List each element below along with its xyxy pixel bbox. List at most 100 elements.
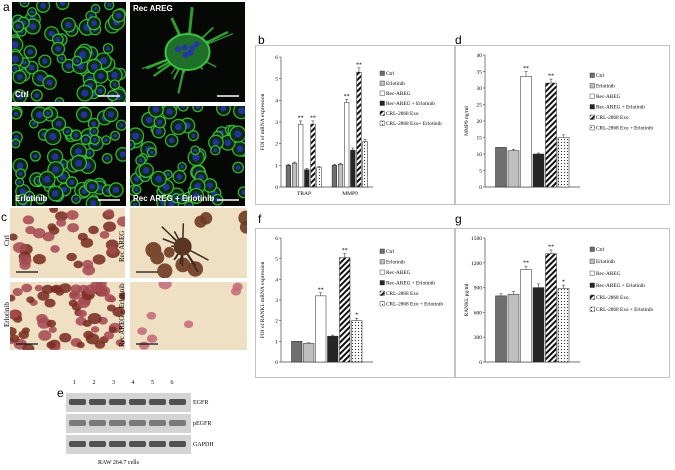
blot-band xyxy=(69,399,86,405)
lane-number: 4 xyxy=(132,380,135,386)
panel-letter-a: a xyxy=(3,0,10,14)
blot-band xyxy=(169,441,186,447)
legend-swatch xyxy=(380,291,385,296)
y-tick-label: 0 xyxy=(275,185,278,191)
y-tick-label: 5 xyxy=(275,257,278,263)
legend-swatch xyxy=(380,249,385,254)
lane-number: 6 xyxy=(171,380,174,386)
legend-swatch xyxy=(590,259,595,264)
panel-letter-g: g xyxy=(455,212,462,226)
significance-marker: ** xyxy=(548,244,554,250)
significance-marker: ** xyxy=(548,74,554,80)
significance-marker: ** xyxy=(310,115,316,121)
legend-swatch xyxy=(590,295,595,300)
blot-band xyxy=(129,399,146,405)
legend-swatch xyxy=(380,121,385,126)
legend-entry: CRL-2868 Exo+ Erlotinib xyxy=(386,121,442,127)
bar xyxy=(332,165,337,187)
panel-a: Ctrl Rec AREG Erlotinib Rec AREG + Erlot… xyxy=(12,2,245,206)
bar xyxy=(508,151,519,187)
significance-marker: ** xyxy=(344,94,350,100)
bar xyxy=(357,72,362,187)
blot-band xyxy=(149,399,166,405)
bar xyxy=(496,147,507,187)
blot-band xyxy=(109,420,126,426)
trap-image xyxy=(10,282,125,350)
micrograph-rec-areg: Rec AREG xyxy=(130,2,245,102)
trap-image xyxy=(130,208,247,278)
legend-entry: Erlotinib xyxy=(386,260,405,266)
y-tick-label: 40 xyxy=(477,53,483,59)
bar xyxy=(317,168,322,188)
y-tick-label: 0 xyxy=(479,185,482,191)
bar xyxy=(351,150,356,187)
legend-swatch xyxy=(380,101,385,106)
legend-swatch xyxy=(590,94,595,99)
lane-number: 3 xyxy=(112,380,115,386)
micrograph-erlotinib: Erlotinib xyxy=(12,106,126,206)
bar xyxy=(558,138,569,188)
legend-swatch xyxy=(590,73,595,78)
fluor-image xyxy=(130,2,245,102)
blot-band xyxy=(89,420,106,426)
micrograph-trap-erlotinib xyxy=(10,282,125,350)
side-label-ctrl: Ctrl xyxy=(3,235,11,246)
significance-marker: * xyxy=(562,280,565,286)
y-tick-label: 600 xyxy=(474,310,483,316)
y-tick-label: 3 xyxy=(275,298,278,304)
legend-swatch xyxy=(590,271,595,276)
legend-entry: Erlotinib xyxy=(596,259,615,265)
bar xyxy=(305,170,310,187)
fluor-image xyxy=(12,2,126,102)
bar xyxy=(352,321,363,362)
blot-band xyxy=(89,441,106,447)
bar xyxy=(344,103,349,188)
blot-band xyxy=(169,399,186,405)
blot-band xyxy=(69,441,86,447)
panel-letter-c: c xyxy=(1,210,7,224)
bar xyxy=(298,124,303,187)
bar xyxy=(292,163,297,187)
lane-number: 1 xyxy=(73,380,76,386)
y-tick-label: 900 xyxy=(474,286,483,292)
legend-swatch xyxy=(380,71,385,76)
bar xyxy=(521,269,532,362)
legend-swatch xyxy=(380,81,385,86)
legend-swatch xyxy=(380,91,385,96)
legend-entry: Ctrl xyxy=(596,73,605,79)
y-tick-label: 4 xyxy=(275,98,278,104)
x-category-label: MMP9 xyxy=(342,191,358,197)
fluor-image xyxy=(12,106,126,206)
panel-c xyxy=(10,208,247,350)
legend-swatch xyxy=(590,84,595,89)
legend-swatch xyxy=(380,270,385,275)
y-tick-label: 6 xyxy=(275,236,278,242)
micrograph-trap-rec-areg-erlotinib xyxy=(130,282,247,350)
legend-swatch xyxy=(380,111,385,116)
panel-letter-e: e xyxy=(57,386,64,400)
legend-entry: Rec-AREG + Erlotinib xyxy=(386,281,435,287)
legend-swatch xyxy=(590,283,595,288)
bar xyxy=(496,296,507,362)
blot-band xyxy=(169,420,186,426)
blot-band xyxy=(109,399,126,405)
y-tick-label: 1500 xyxy=(471,236,482,242)
legend-entry: Ctrl xyxy=(596,247,605,253)
y-axis-label: RANKL pg/ml xyxy=(464,283,470,316)
blot-band xyxy=(149,441,166,447)
y-tick-label: 0 xyxy=(479,360,482,366)
legend-entry: Rec-AREG + Erlotinib xyxy=(596,283,645,289)
legend-entry: Rec-AREG + Erlotinib xyxy=(596,105,645,111)
legend-entry: Erlotinib xyxy=(386,81,405,87)
blot-band xyxy=(149,420,166,426)
y-tick-label: 20 xyxy=(477,119,483,125)
bar xyxy=(533,154,544,187)
significance-marker: ** xyxy=(342,248,348,254)
significance-marker: ** xyxy=(523,261,529,267)
blot-band xyxy=(109,441,126,447)
legend-entry: Ctrl xyxy=(386,249,395,255)
lane-number: 2 xyxy=(93,380,96,386)
